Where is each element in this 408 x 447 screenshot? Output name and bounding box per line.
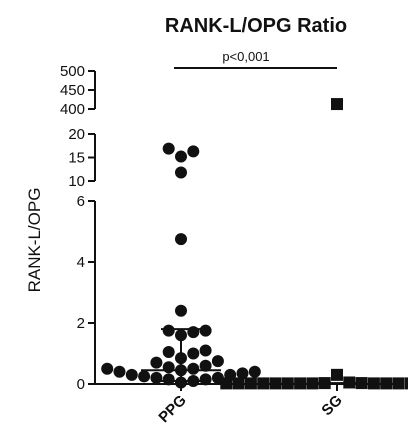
data-point [175,233,187,246]
data-point [175,376,187,389]
data-point [281,377,294,390]
data-point [404,377,408,390]
data-point [331,98,343,111]
data-point [331,368,343,381]
x-category-label: SG [318,392,345,419]
data-point [162,142,175,155]
data-point [294,377,307,390]
data-point [269,377,282,390]
data-point [232,377,245,390]
data-points [101,98,408,390]
data-point [187,145,200,158]
data-point [162,345,175,358]
y-tick-label: 0 [77,376,85,393]
y-tick-label: 2 [77,315,85,332]
data-point [220,377,233,390]
data-point [187,347,200,360]
x-category-label: PPG [155,392,189,426]
data-point [199,344,212,357]
data-point [392,377,405,390]
y-tick-label: 6 [77,193,85,210]
data-point [211,355,224,368]
y-tick-label: 10 [68,173,85,190]
data-point [150,356,163,369]
data-point [236,367,249,380]
y-tick-label: 20 [68,126,85,143]
data-point [380,377,393,390]
data-point [162,373,175,386]
error-bars [141,328,367,385]
y-axis [88,70,395,391]
data-point [113,365,126,378]
data-point [199,324,212,337]
data-point [162,361,175,374]
data-point [248,365,261,378]
y-tick-label: 500 [60,63,85,80]
data-point [162,324,175,337]
data-point [199,373,212,386]
chart-title: RANK-L/OPG Ratio [165,15,347,37]
y-tick-label: 400 [60,101,85,118]
data-point [101,362,114,375]
data-point [187,326,200,339]
data-point [175,150,187,163]
data-point [150,371,163,384]
y-tick-label: 4 [77,254,85,271]
y-tick-label: 15 [68,150,85,167]
y-tick-label: 450 [60,82,85,99]
y-axis-label: RANK-L/OPG [25,188,44,293]
data-point [187,362,200,375]
data-point [138,370,151,383]
data-point [175,166,187,179]
data-point [199,359,212,372]
data-point [244,377,257,390]
significance-label: p<0,001 [222,49,269,64]
data-point [175,304,187,317]
data-point [257,377,270,390]
data-point [367,377,380,390]
data-point [125,368,138,381]
